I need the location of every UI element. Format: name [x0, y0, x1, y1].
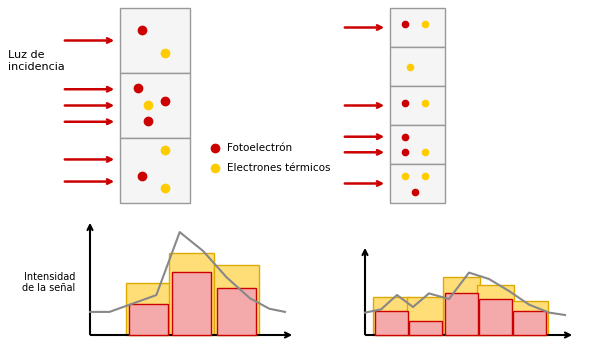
Bar: [120, 138, 190, 203]
Bar: [126, 282, 171, 335]
Bar: [169, 253, 214, 335]
Bar: [129, 303, 168, 335]
Bar: [217, 288, 256, 335]
Bar: [390, 47, 445, 86]
Text: Luz de
incidencia: Luz de incidencia: [8, 50, 65, 72]
Bar: [513, 311, 546, 335]
Bar: [390, 164, 445, 203]
Bar: [390, 8, 445, 47]
Bar: [511, 301, 548, 335]
Bar: [172, 272, 211, 335]
Bar: [120, 73, 190, 138]
Bar: [443, 278, 480, 335]
Bar: [479, 299, 512, 335]
Bar: [407, 296, 444, 335]
Bar: [477, 285, 514, 335]
Text: Electrones térmicos: Electrones térmicos: [227, 163, 331, 173]
Text: Fotoelectrón: Fotoelectrón: [227, 143, 292, 153]
Bar: [409, 321, 442, 335]
Bar: [390, 86, 445, 125]
Bar: [445, 293, 478, 335]
Bar: [120, 8, 190, 73]
Bar: [390, 125, 445, 164]
Bar: [375, 311, 408, 335]
Bar: [214, 265, 259, 335]
Bar: [373, 296, 410, 335]
Text: Intensidad
de la señal: Intensidad de la señal: [22, 272, 75, 293]
